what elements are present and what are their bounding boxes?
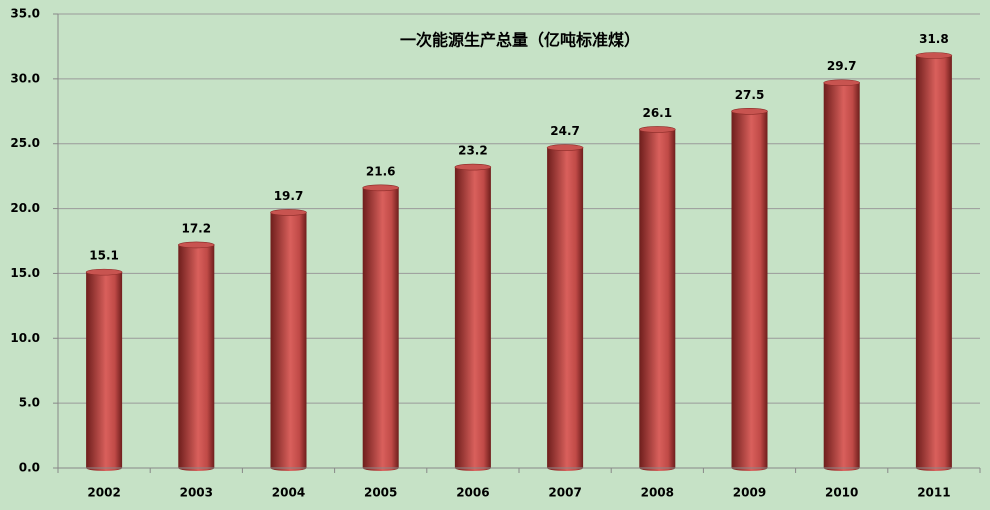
bar — [178, 241, 215, 471]
x-tick-label: 2008 — [641, 486, 674, 500]
bar-cap — [454, 163, 492, 171]
data-label: 15.1 — [89, 249, 119, 263]
y-tick-label: 20.0 — [10, 201, 40, 215]
y-tick-label: 0.0 — [19, 461, 40, 475]
x-tick-label: 2002 — [87, 486, 120, 500]
bar — [86, 269, 123, 471]
bar — [547, 144, 584, 471]
bar — [915, 52, 952, 471]
data-label: 24.7 — [550, 124, 580, 138]
y-tick-label: 10.0 — [10, 331, 40, 345]
y-tick-label: 25.0 — [10, 136, 40, 150]
data-label: 17.2 — [181, 221, 211, 235]
x-tick-label: 2005 — [364, 486, 397, 500]
x-tick-label: 2007 — [548, 486, 581, 500]
bar — [731, 108, 768, 472]
data-label: 19.7 — [274, 189, 304, 203]
bar — [454, 164, 491, 471]
bar-cap — [823, 79, 861, 87]
bar-cap — [178, 241, 215, 249]
bar — [362, 184, 399, 471]
x-tick-label: 2010 — [825, 486, 858, 500]
y-tick-label: 5.0 — [19, 396, 40, 410]
data-label: 31.8 — [919, 32, 949, 46]
bar-cap — [546, 144, 584, 151]
bar-cap — [915, 52, 953, 59]
x-tick-label: 2006 — [456, 486, 489, 500]
y-tick-label: 30.0 — [10, 71, 40, 85]
data-label: 27.5 — [735, 88, 765, 102]
bar-cap — [362, 184, 400, 192]
data-label: 23.2 — [458, 144, 488, 158]
bar-cap — [270, 209, 307, 216]
data-label: 21.6 — [366, 164, 396, 178]
bar — [639, 126, 676, 471]
x-tick-label: 2003 — [180, 486, 213, 500]
x-tick-label: 2004 — [272, 486, 305, 500]
bar-cap — [85, 268, 123, 276]
bar — [270, 209, 307, 471]
data-label: 26.1 — [642, 106, 672, 120]
y-tick-label: 15.0 — [10, 266, 40, 280]
x-tick-label: 2011 — [917, 486, 950, 500]
chart-title: 一次能源生产总量（亿吨标准煤） — [400, 31, 640, 50]
bar-cap — [638, 126, 676, 133]
bar-cap — [731, 107, 768, 115]
y-tick-label: 35.0 — [10, 7, 40, 21]
bar — [823, 79, 860, 471]
data-label: 29.7 — [827, 59, 857, 73]
x-tick-label: 2009 — [733, 486, 766, 500]
